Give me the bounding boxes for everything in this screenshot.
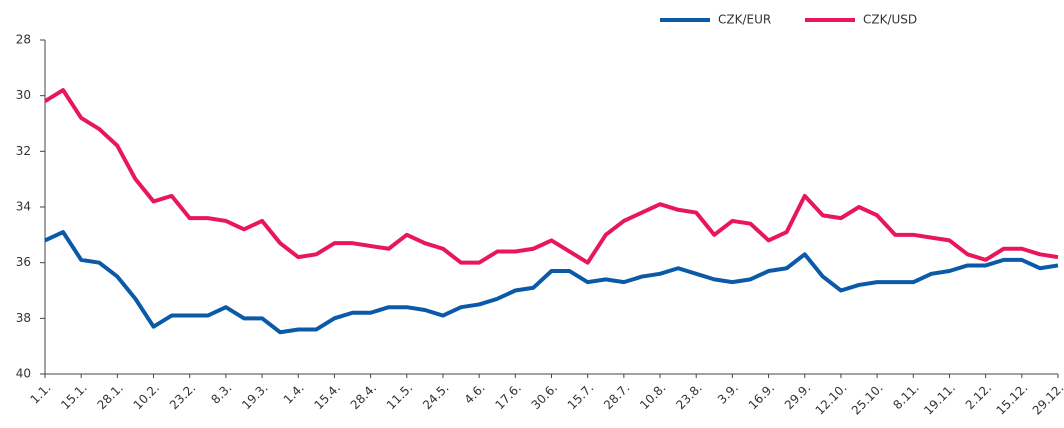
x-tick-label: 15.1. [58, 381, 89, 412]
x-tick-label: 11.5. [384, 381, 415, 412]
x-tick-label: 1.1. [27, 381, 53, 407]
x-tick-label: 19.3. [239, 381, 270, 412]
y-tick-label: 28 [16, 33, 31, 47]
x-tick-label: 17.6. [492, 381, 523, 412]
line-series [43, 88, 1059, 265]
x-tick-label: 23.8. [673, 381, 704, 412]
x-tick-label: 10.2. [131, 381, 162, 412]
y-tick-label: 38 [16, 311, 31, 325]
x-tick-label: 1.4. [281, 381, 307, 407]
x-tick-label: 29.9. [782, 381, 813, 412]
x-tick-label: 3.9. [715, 381, 741, 407]
y-tick-label: 34 [16, 200, 31, 214]
x-tick-label: 15.12. [994, 381, 1031, 418]
x-tick-label: 30.6. [529, 381, 560, 412]
x-tick-label: 15.4. [312, 381, 343, 412]
y-tick-label: 32 [16, 144, 31, 158]
x-tick-label: 23.2. [167, 381, 198, 412]
x-tick-label: 19.11. [921, 381, 958, 418]
x-tick-label: 8.11. [890, 381, 921, 412]
x-tick-label: 2.12. [963, 381, 994, 412]
y-tick-label: 36 [16, 255, 31, 269]
x-tick-label: 10.8. [637, 381, 668, 412]
line-series [44, 230, 1059, 335]
x-tick-label: 29.12. [1030, 381, 1064, 418]
y-tick-label: 30 [16, 88, 31, 102]
x-tick-label: 28.7. [601, 381, 632, 412]
legend-label: CZK/EUR [718, 13, 771, 27]
x-tick-label: 28.1. [94, 381, 125, 412]
x-tick-label: 25.10. [849, 381, 886, 418]
x-tick-label: 15.7. [565, 381, 596, 412]
y-tick-label: 40 [16, 367, 31, 381]
x-tick-label: 28.4. [348, 381, 379, 412]
x-tick-label: 4.6. [462, 381, 488, 407]
x-tick-label: 16.9. [746, 381, 777, 412]
x-tick-label: 24.5. [420, 381, 451, 412]
x-tick-label: 8.3. [208, 381, 234, 407]
legend-label: CZK/USD [863, 13, 917, 27]
x-tick-label: 12.10. [813, 381, 850, 418]
